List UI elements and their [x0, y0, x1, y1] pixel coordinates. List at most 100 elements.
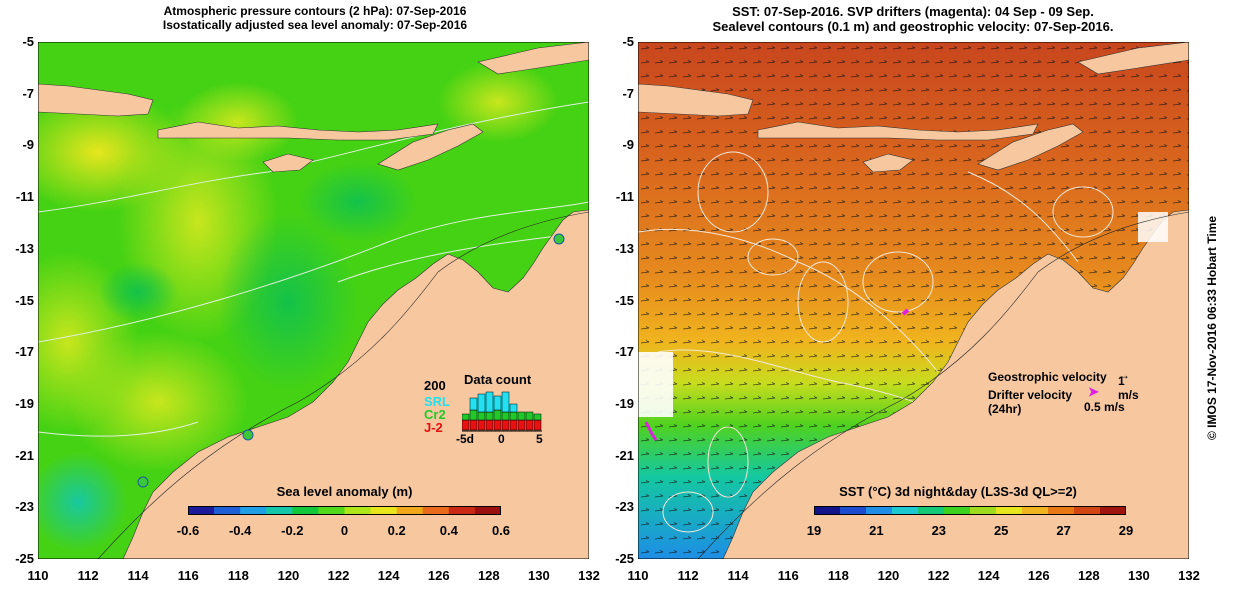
station-marker[interactable] — [553, 233, 565, 245]
right-timor-island — [977, 123, 1084, 171]
colorbar-swatch — [292, 506, 319, 515]
station-marker[interactable] — [137, 476, 149, 488]
x-tick-label: 120 — [277, 568, 300, 583]
colorbar-tick-label: -0.2 — [281, 523, 304, 538]
x-tick-label: 110 — [27, 568, 49, 583]
left-map — [38, 42, 589, 559]
left-lesser-sunda-islands — [157, 121, 439, 141]
y-tick-label: -15 — [15, 292, 34, 308]
series-label-cr2: Cr2 — [424, 407, 446, 422]
y-tick-label: -7 — [22, 85, 34, 101]
left-panel-title: Atmospheric pressure contours (2 hPa): 0… — [40, 4, 590, 32]
left-colorbar-ticks: -0.6 -0.4 -0.2 0 0.2 0.4 0.6 — [177, 523, 510, 539]
colorbar-swatch — [474, 506, 501, 515]
colorbar-swatch — [422, 506, 450, 515]
left-java-island — [38, 83, 154, 117]
x-tick-label: 118 — [827, 568, 849, 583]
colorbar-swatch — [996, 506, 1023, 515]
series-label-j2: J-2 — [424, 420, 443, 435]
colorbar-swatch — [370, 506, 398, 515]
x-tick-label: 110 — [627, 568, 649, 583]
left-title-line2: Isostatically adjusted sea level anomaly… — [162, 18, 468, 32]
x-tick-label: 116 — [177, 568, 199, 583]
left-sumba-island — [262, 153, 314, 173]
colorbar-swatch — [1100, 506, 1126, 515]
colorbar-swatch — [448, 506, 476, 515]
x-tick-label: 132 — [1178, 568, 1200, 583]
colorbar-tick-label: 0 — [340, 523, 349, 538]
data-count-title: Data count — [464, 372, 532, 387]
drifter-track[interactable] — [901, 308, 910, 316]
x-tick-label: 124 — [977, 568, 1000, 583]
y-tick-label: -21 — [15, 447, 34, 463]
colorbar-swatch — [344, 506, 372, 515]
x-tick-label: 112 — [77, 568, 99, 583]
drifter-track[interactable] — [644, 421, 658, 441]
y-tick-label: -25 — [615, 551, 634, 566]
geostrophic-velocity-scale: 1 m/s — [1118, 374, 1139, 402]
right-map — [638, 42, 1189, 559]
colorbar-tick-label: 19 — [806, 523, 822, 538]
drifter-arrow-icon: ➤ — [1088, 384, 1099, 399]
colorbar-tick-label: 21 — [869, 523, 884, 538]
x-tick-label: 130 — [1128, 568, 1150, 583]
x-tick-label: 126 — [1027, 568, 1050, 583]
colorbar-swatch — [814, 506, 841, 515]
data-count-max: 200 — [424, 378, 446, 393]
colorbar-swatch — [1022, 506, 1049, 515]
colorbar-tick-label: 0.2 — [387, 523, 406, 538]
y-tick-label: -7 — [622, 85, 634, 101]
colorbar-swatch — [970, 506, 997, 515]
x-tick-label: 126 — [427, 568, 450, 583]
y-tick-label: -19 — [615, 395, 634, 411]
y-tick-label: -11 — [15, 189, 34, 205]
colorbar-tick-label: 23 — [931, 523, 947, 538]
right-colorbar — [814, 506, 1126, 515]
x-tick-label: 124 — [377, 568, 400, 583]
y-tick-label: -23 — [615, 499, 634, 515]
y-tick-label: -17 — [15, 344, 34, 360]
colorbar-tick-label: -0.4 — [228, 523, 252, 538]
colorbar-swatch — [944, 506, 971, 515]
drifter-velocity-scale: 0.5 m/s — [1084, 400, 1125, 414]
colorbar-tick-label: 25 — [993, 523, 1009, 538]
y-tick-label: -11 — [615, 189, 634, 205]
colorbar-swatch — [1048, 506, 1075, 515]
colorbar-swatch — [1074, 506, 1101, 515]
data-count-xtick: 0 — [498, 432, 505, 446]
colorbar-swatch — [892, 506, 919, 515]
y-tick-label: -23 — [15, 499, 34, 515]
colorbar-swatch — [396, 506, 424, 515]
data-count-xtick: -5d — [456, 432, 474, 446]
y-tick-label: -17 — [615, 344, 634, 360]
colorbar-swatch — [240, 506, 267, 515]
right-panel-title: SST: 07-Sep-2016. SVP drifters (magenta)… — [638, 4, 1188, 34]
x-tick-label: 118 — [227, 568, 249, 583]
colorbar-swatch — [214, 506, 241, 515]
colorbar-tick-label: 27 — [1056, 523, 1071, 538]
y-tick-label: -5 — [622, 34, 634, 49]
x-tick-label: 128 — [477, 568, 500, 583]
right-colorbar-ticks: 19 21 23 25 27 29 — [807, 523, 1133, 539]
geostrophic-velocity-label: Geostrophic velocity — [988, 370, 1107, 384]
left-title-line1: Atmospheric pressure contours (2 hPa): 0… — [163, 4, 467, 18]
colorbar-swatch — [318, 506, 345, 515]
right-title-line2: Sealevel contours (0.1 m) and geostrophi… — [712, 19, 1114, 34]
data-count-xtick: 5 — [536, 432, 543, 446]
left-colorbar — [188, 506, 501, 515]
data-count-bars — [462, 391, 542, 432]
colorbar-tick-label: 0.6 — [491, 523, 511, 538]
x-tick-label: 122 — [927, 568, 950, 583]
right-lesser-sunda-islands — [757, 121, 1039, 141]
x-tick-label: 114 — [727, 568, 749, 583]
y-tick-label: -5 — [22, 34, 34, 49]
data-count-inset: Data count 200 SRL Cr2 J-2 -5d 0 5 — [420, 372, 560, 452]
drifter-velocity-label: Drifter velocity — [988, 388, 1073, 402]
y-tick-label: -19 — [15, 395, 34, 411]
x-tick-label: 114 — [127, 568, 149, 583]
station-marker[interactable] — [242, 429, 254, 441]
left-australia-land — [122, 209, 589, 559]
right-colorbar-label: SST (°C) 3d night&day (L3S-3d QL>=2) — [839, 484, 1077, 499]
x-tick-label: 116 — [777, 568, 799, 583]
x-tick-label: 112 — [677, 568, 699, 583]
